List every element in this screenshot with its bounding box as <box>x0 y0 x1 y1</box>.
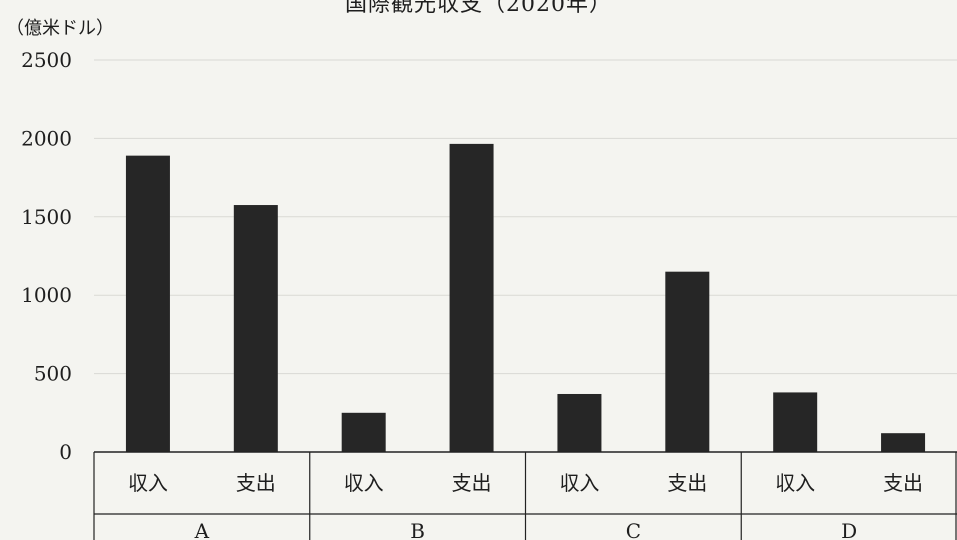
bar <box>881 433 926 452</box>
x-subcategory-label: 支出 <box>236 471 276 495</box>
x-subcategory-label: 支出 <box>452 471 492 495</box>
y-tick-label: 500 <box>34 362 72 386</box>
bar <box>557 393 602 452</box>
y-tick-label: 0 <box>59 440 72 464</box>
x-group-label: A <box>194 519 210 540</box>
bar <box>773 392 818 452</box>
bar <box>341 412 386 452</box>
y-tick-label: 2000 <box>21 126 72 150</box>
bar <box>449 143 494 452</box>
bar <box>665 271 710 452</box>
x-subcategory-label: 収入 <box>344 471 384 495</box>
bar <box>125 155 170 452</box>
x-group-label: C <box>626 519 641 540</box>
x-subcategory-label: 収入 <box>128 471 168 495</box>
x-group-label: B <box>410 519 425 540</box>
x-group-label: D <box>841 519 857 540</box>
chart-title: 国際観光収支（2020年） <box>345 0 612 17</box>
y-axis-unit-label: （億米ドル） <box>6 18 114 39</box>
bar <box>233 205 278 452</box>
x-subcategory-label: 収入 <box>559 471 599 495</box>
x-subcategory-label: 支出 <box>883 471 923 495</box>
x-subcategory-label: 支出 <box>667 471 707 495</box>
y-tick-label: 2500 <box>21 48 72 72</box>
x-subcategory-label: 収入 <box>775 471 815 495</box>
y-tick-label: 1500 <box>21 205 72 229</box>
y-tick-label: 1000 <box>21 283 72 307</box>
